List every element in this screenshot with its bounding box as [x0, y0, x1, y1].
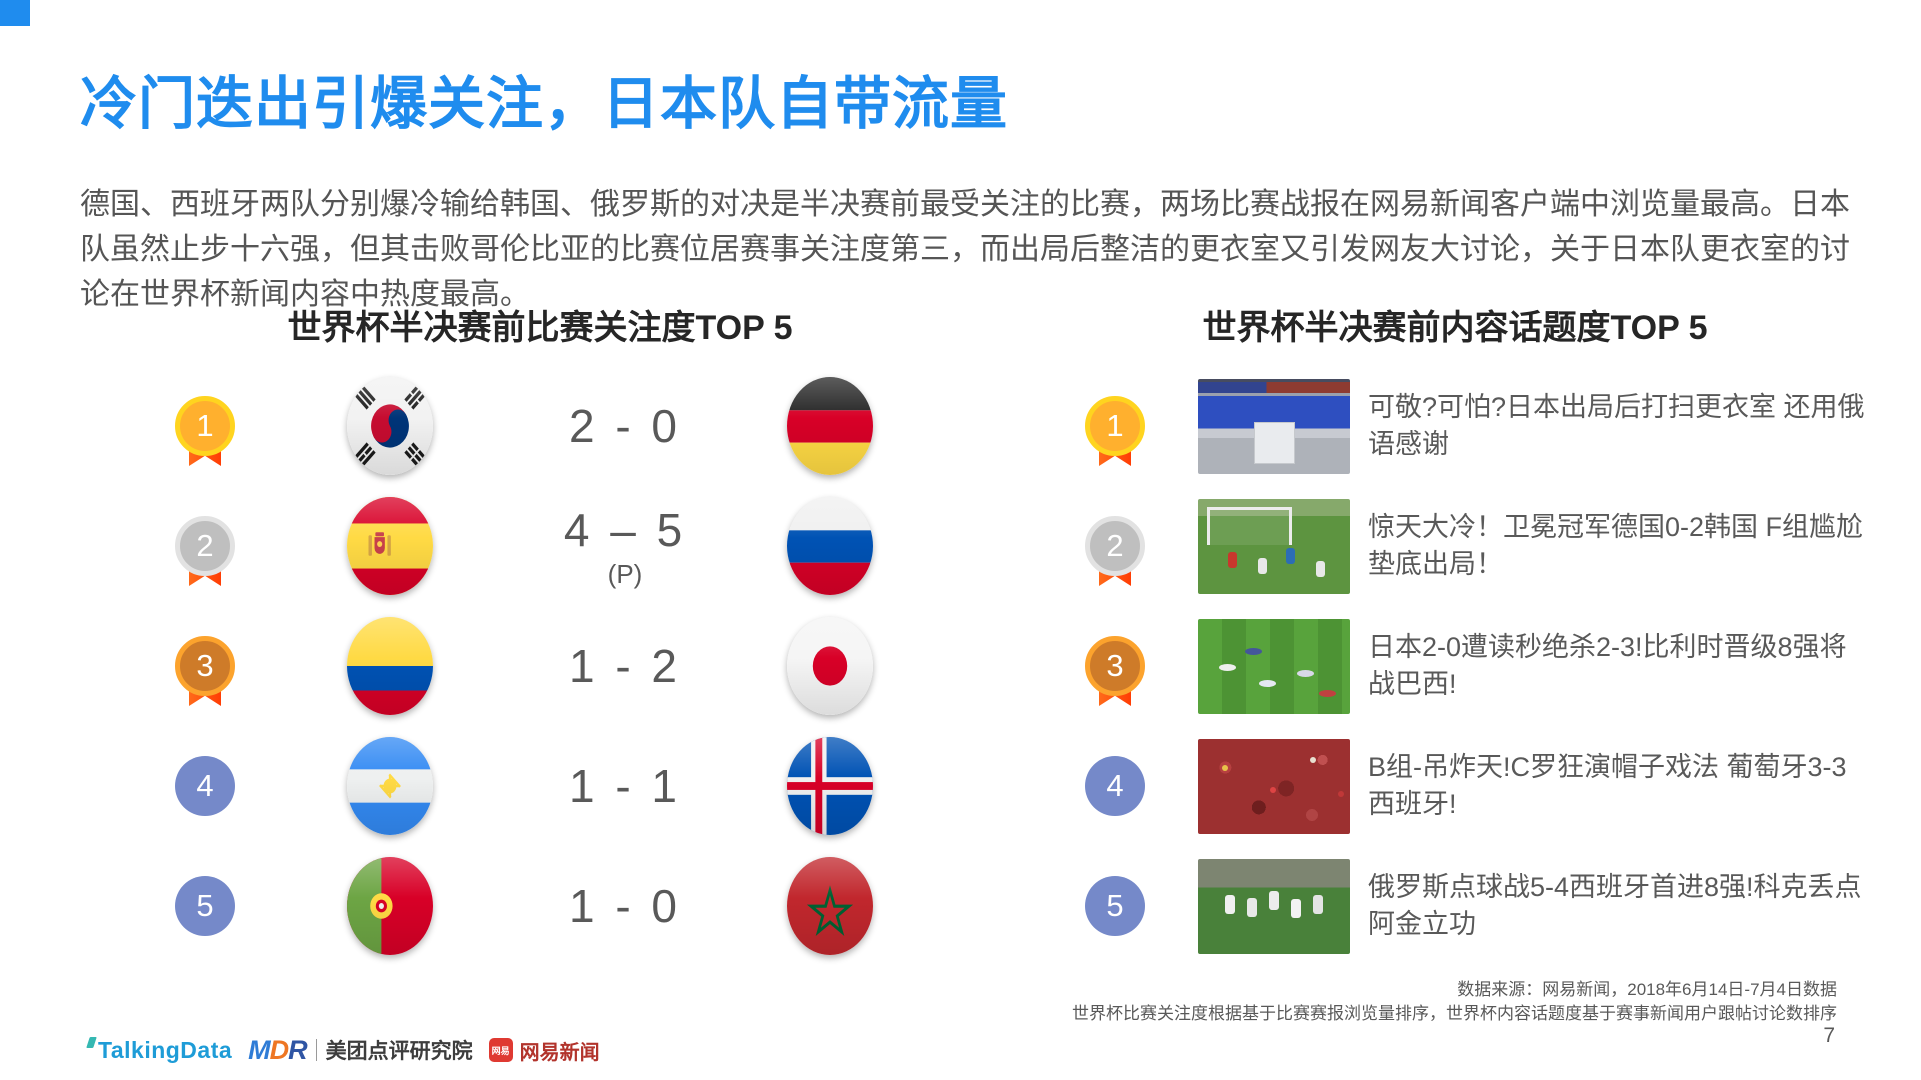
talkingdata-tick-icon	[86, 1036, 97, 1048]
news-thumbnail-germany-korea	[1198, 498, 1350, 594]
netease-badge-icon: 网易	[488, 1038, 513, 1062]
rank-number: 1	[196, 408, 214, 443]
rank-badge-4: 4	[175, 756, 235, 816]
rank-medal-bronze: 3	[175, 636, 235, 706]
penalty-note: (P)	[607, 558, 643, 589]
match-score: 1 - 2	[568, 640, 682, 692]
rank-badge-5: 5	[1085, 876, 1145, 936]
footer-logos: TalkingData MDR 美团点评研究院 网易 网易新闻	[86, 1034, 600, 1066]
match-score: 2 - 0	[568, 400, 682, 452]
match-score: 1 - 0	[568, 880, 682, 932]
mdr-icon: MDR	[248, 1034, 307, 1065]
rank-number: 4	[1106, 768, 1124, 803]
content-topic-panel: 世界杯半决赛前内容话题度TOP 5 1 可敬?可怕?日本出局后打扫更衣室 还用俄…	[1040, 300, 1870, 966]
match-row-2: 2	[150, 486, 930, 606]
news-rows: 1 可敬?可怕?日本出局后打扫更衣室 还用俄语感谢 2 惊天大冷！卫冕冠军德国0…	[1040, 366, 1870, 966]
news-row-1: 1 可敬?可怕?日本出局后打扫更衣室 还用俄语感谢	[1040, 366, 1870, 486]
news-row-2: 2 惊天大冷！卫冕冠军德国0-2韩国 F组尴尬垫底出局！	[1040, 486, 1870, 606]
match-score: 4 – 5	[563, 503, 687, 556]
rank-number: 5	[1106, 888, 1124, 923]
news-row-3: 3 日本2-0遭读秒绝杀2-3!比利时晋级8强将战巴西!	[1040, 606, 1870, 726]
news-row-5: 5 俄罗斯点球战5-4西班牙首进8强!科克丢点阿金立功	[1040, 846, 1870, 966]
rank-badge-5: 5	[175, 876, 235, 936]
flag-russia-icon	[787, 497, 873, 595]
flag-portugal-icon	[347, 857, 433, 955]
page-number: 7	[1823, 1024, 1835, 1047]
news-headline: 俄罗斯点球战5-4西班牙首进8强!科克丢点阿金立功	[1368, 872, 1862, 939]
flag-japan-icon	[787, 617, 873, 715]
match-row-3: 3 1 - 2	[150, 606, 930, 726]
corner-accent	[0, 0, 30, 26]
news-headline: B组-吊炸天!C罗狂演帽子戏法 葡萄牙3-3西班牙!	[1368, 752, 1847, 819]
match-attention-panel: 世界杯半决赛前比赛关注度TOP 5 1	[150, 300, 930, 966]
data-source-notes: 数据来源：网易新闻，2018年6月14日-7月4日数据 世界杯比赛关注度根据基于…	[1072, 978, 1837, 1026]
rank-number: 3	[196, 648, 214, 683]
left-panel-heading: 世界杯半决赛前比赛关注度TOP 5	[287, 309, 793, 347]
news-thumbnail-locker-room	[1198, 378, 1350, 474]
flag-colombia-icon	[347, 617, 433, 715]
meituan-dianping-research-logo: MDR 美团点评研究院	[248, 1034, 473, 1065]
flag-morocco-icon	[787, 857, 873, 955]
page-title: 冷门迭出引爆关注，日本队自带流量	[80, 72, 1008, 136]
flag-iceland-icon	[787, 737, 873, 835]
rank-medal-silver: 2	[1085, 516, 1145, 586]
rank-number: 2	[196, 528, 214, 563]
logo-divider	[315, 1039, 317, 1061]
talkingdata-logo: TalkingData	[86, 1036, 232, 1064]
news-thumbnail-portugal-fans	[1198, 738, 1350, 834]
match-row-5: 5 1 - 0	[150, 846, 930, 966]
match-rows: 1	[150, 366, 930, 966]
rank-number: 2	[1106, 528, 1124, 563]
match-row-1: 1	[150, 366, 930, 486]
match-row-4: 4 1 - 1	[150, 726, 930, 846]
flag-spain-icon	[347, 497, 433, 595]
right-panel-heading: 世界杯半决赛前内容话题度TOP 5	[1202, 309, 1708, 347]
news-row-4: 4 B组-吊炸天!C罗狂演帽子戏法 葡萄牙3-3西班牙!	[1040, 726, 1870, 846]
flag-germany-icon	[787, 377, 873, 475]
rank-badge-4: 4	[1085, 756, 1145, 816]
news-headline: 惊天大冷！卫冕冠军德国0-2韩国 F组尴尬垫底出局！	[1368, 512, 1864, 579]
rank-medal-gold: 1	[1085, 396, 1145, 466]
rank-medal-bronze: 3	[1085, 636, 1145, 706]
rank-number: 4	[196, 768, 214, 803]
rank-number: 5	[196, 888, 214, 923]
news-headline: 可敬?可怕?日本出局后打扫更衣室 还用俄语感谢	[1368, 392, 1865, 459]
match-score: 1 - 1	[568, 760, 682, 812]
rank-number: 3	[1106, 648, 1124, 683]
source-line-1: 数据来源：网易新闻，2018年6月14日-7月4日数据	[1457, 980, 1837, 999]
news-thumbnail-russia-celebration	[1198, 858, 1350, 954]
intro-paragraph: 德国、西班牙两队分别爆冷输给韩国、俄罗斯的对决是半决赛前最受关注的比赛，两场比赛…	[80, 188, 1850, 311]
source-line-2: 世界杯比赛关注度根据基于比赛赛报浏览量排序，世界杯内容话题度基于赛事新闻用户跟帖…	[1072, 1004, 1837, 1023]
rank-medal-gold: 1	[175, 396, 235, 466]
news-headline: 日本2-0遭读秒绝杀2-3!比利时晋级8强将战巴西!	[1368, 632, 1847, 699]
rank-number: 1	[1106, 408, 1124, 443]
rank-medal-silver: 2	[175, 516, 235, 586]
flag-south-korea-icon	[347, 377, 433, 475]
netease-news-logo: 网易 网易新闻	[488, 1036, 600, 1065]
flag-argentina-icon	[347, 737, 433, 835]
news-thumbnail-japan-belgium	[1198, 618, 1350, 714]
